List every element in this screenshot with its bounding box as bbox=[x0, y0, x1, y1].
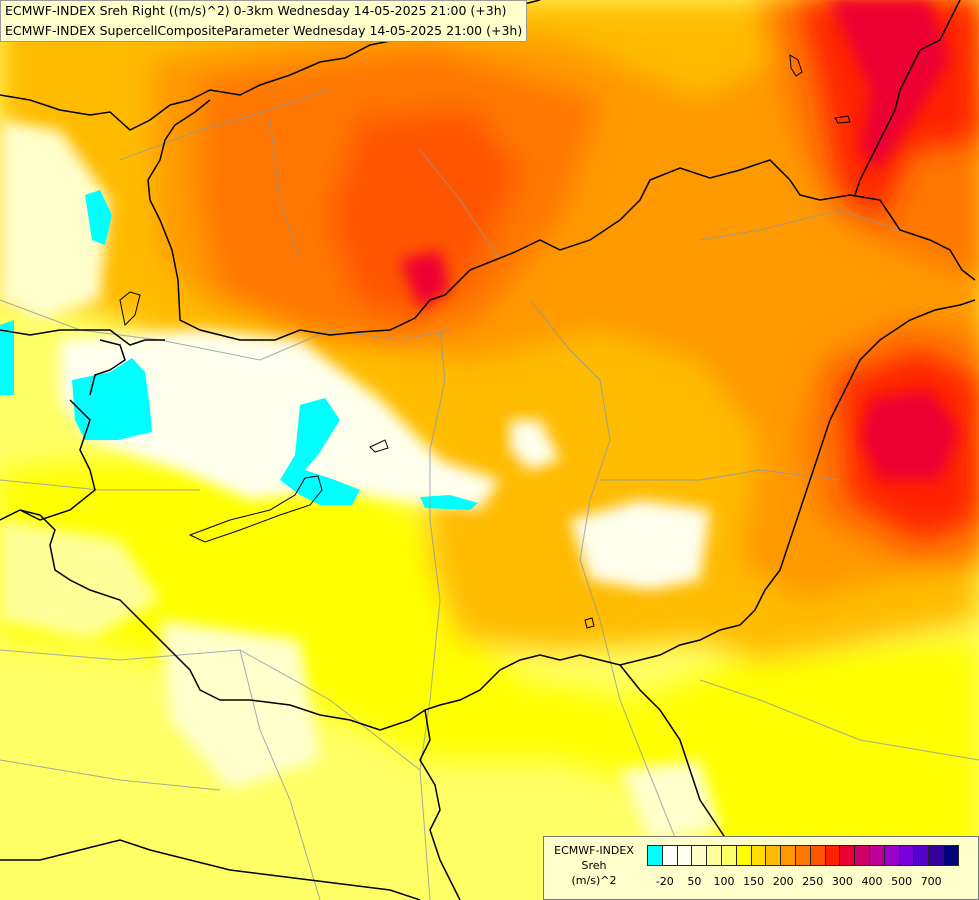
legend-swatch bbox=[676, 845, 693, 866]
legend-swatch bbox=[928, 845, 944, 866]
legend-title: ECMWF-INDEX Sreh (m/s)^2 bbox=[548, 843, 640, 888]
legend-swatch bbox=[913, 845, 930, 866]
legend-swatch bbox=[898, 845, 915, 866]
legend-tick-label: -20 bbox=[655, 875, 674, 888]
legend-title-model: ECMWF-INDEX bbox=[554, 844, 634, 857]
title-line-sreh: ECMWF-INDEX Sreh Right ((m/s)^2) 0-3km W… bbox=[5, 3, 507, 18]
rivers bbox=[0, 89, 979, 900]
legend-swatch bbox=[942, 845, 959, 866]
legend-swatch bbox=[720, 845, 737, 866]
legend-tick-label: 400 bbox=[861, 875, 883, 888]
title-line-scp: ECMWF-INDEX SupercellCompositeParameter … bbox=[5, 23, 523, 38]
legend-swatch bbox=[735, 845, 752, 866]
legend-tick-label: 200 bbox=[772, 875, 794, 888]
legend-title-parameter: Sreh bbox=[581, 859, 607, 872]
legend-swatch bbox=[824, 845, 841, 866]
legend-swatch bbox=[647, 845, 663, 866]
legend-swatch bbox=[794, 845, 811, 866]
legend-swatch bbox=[706, 845, 722, 866]
legend-swatch bbox=[868, 845, 885, 866]
legend-swatch bbox=[780, 845, 796, 866]
legend-swatch bbox=[765, 845, 782, 866]
legend-tick-label: 50 bbox=[687, 875, 702, 888]
legend-swatch bbox=[750, 845, 767, 866]
color-legend: ECMWF-INDEX Sreh (m/s)^2 -20 50 100 150 200 2… bbox=[543, 836, 979, 900]
legend-tick-label: 500 bbox=[891, 875, 913, 888]
lake-outlines bbox=[119, 54, 851, 629]
legend-tick-label: 300 bbox=[831, 875, 853, 888]
legend-ticks: -20 50 100 150 200 250 300 400 500 700 bbox=[647, 875, 977, 889]
title-box: ECMWF-INDEX Sreh Right ((m/s)^2) 0-3km W… bbox=[0, 0, 528, 42]
legend-swatch bbox=[839, 845, 856, 866]
legend-swatch bbox=[661, 845, 678, 866]
legend-swatch bbox=[854, 845, 870, 866]
legend-swatch bbox=[809, 845, 826, 866]
legend-tick-label: 100 bbox=[713, 875, 735, 888]
legend-swatches bbox=[647, 845, 959, 866]
legend-title-unit: (m/s)^2 bbox=[571, 874, 617, 887]
legend-tick-label: 700 bbox=[920, 875, 942, 888]
legend-tick-label: 250 bbox=[802, 875, 824, 888]
legend-swatch bbox=[883, 845, 900, 866]
legend-swatch bbox=[691, 845, 708, 866]
legend-tick-label: 150 bbox=[743, 875, 765, 888]
